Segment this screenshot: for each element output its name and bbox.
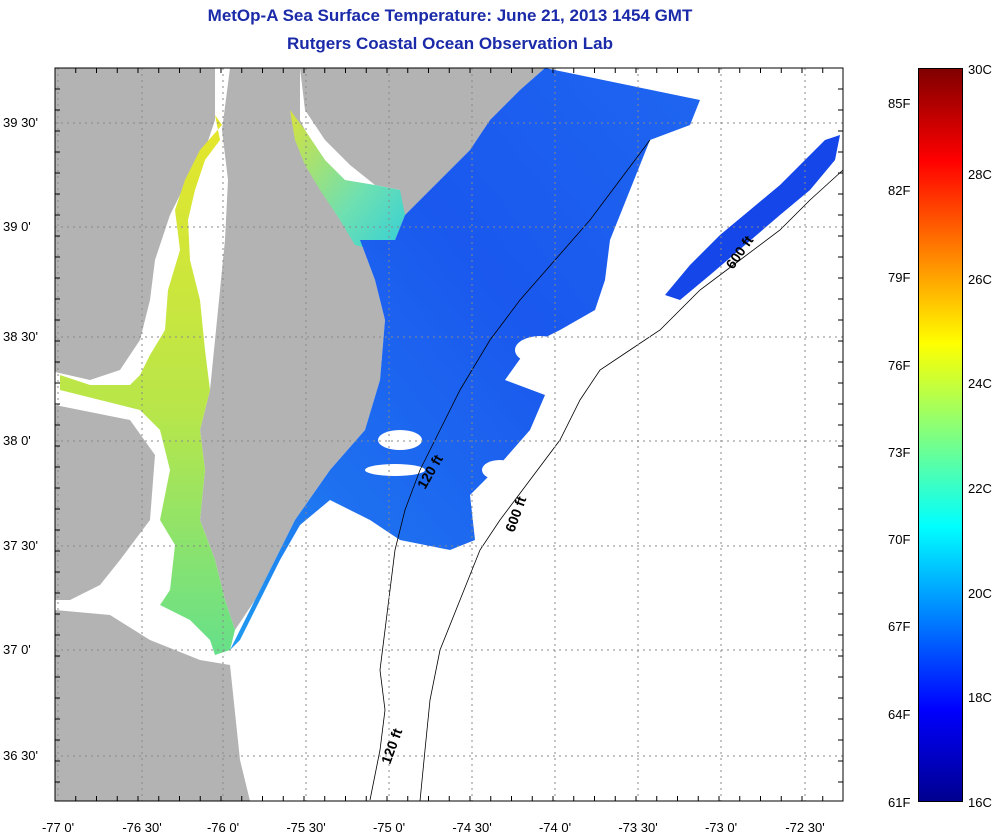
temperature-colorbar (918, 68, 963, 802)
contour-120ft (369, 139, 651, 801)
chesapeake-bay-water (60, 115, 235, 655)
colorbar-f-label: 85F (888, 96, 911, 111)
lat-tick-label: 39 30' (3, 115, 39, 130)
lon-tick-label: -76 30' (122, 820, 162, 835)
land-mass-virginia (55, 405, 155, 600)
contour-600ft (419, 169, 843, 801)
delaware-bay-water (290, 110, 405, 250)
cloud-gap (482, 460, 518, 480)
page-subtitle: Rutgers Coastal Ocean Observation Lab (287, 34, 613, 53)
colorbar-f-label: 79F (888, 270, 911, 285)
lon-tick-label: -75 0' (372, 820, 406, 835)
colorbar-c-label: 30C (968, 62, 992, 77)
land-mass-new-jersey (300, 68, 545, 215)
colorbar-c-label: 16C (968, 795, 992, 810)
graticule (55, 68, 843, 801)
colorbar-c-label: 24C (968, 376, 992, 391)
lon-tick-label: -74 0' (538, 820, 572, 835)
colorbar-f-label: 76F (888, 358, 911, 373)
colorbar-f-label: 64F (888, 707, 911, 722)
cloud-gap (378, 430, 422, 450)
lon-tick-label: -76 0' (206, 820, 240, 835)
lon-tick-label: -72 30' (785, 820, 825, 835)
colorbar-f-label: 70F (888, 532, 911, 547)
offshore-sst-patch (665, 135, 840, 300)
land-mass-western (55, 68, 215, 380)
lon-tick-label: -73 30' (618, 820, 658, 835)
colorbar-f-label: 61F (888, 795, 911, 810)
ocean-sst-data (230, 68, 700, 650)
land-mass-southwest (55, 610, 250, 801)
colorbar-f-label: 82F (888, 183, 911, 198)
colorbar-c-label: 18C (968, 690, 992, 705)
cloud-gap (365, 464, 425, 476)
lon-tick-label: -74 30' (452, 820, 492, 835)
colorbar-c-label: 22C (968, 481, 992, 496)
colorbar-c-label: 28C (968, 167, 992, 182)
lon-tick-label: -77 0' (41, 820, 75, 835)
lat-tick-label: 39 0' (3, 219, 31, 234)
lon-tick-label: -75 30' (286, 820, 326, 835)
lon-tick-label: -73 0' (704, 820, 738, 835)
lat-tick-label: 36 30' (3, 748, 39, 763)
colorbar-f-label: 67F (888, 619, 911, 634)
lat-tick-label: 38 30' (3, 329, 39, 344)
lat-tick-label: 38 0' (3, 433, 31, 448)
lat-tick-label: 37 0' (3, 642, 31, 657)
colorbar-c-label: 26C (968, 272, 992, 287)
lat-tick-label: 37 30' (3, 538, 39, 553)
axis-ticks (54, 67, 843, 801)
colorbar-c-label: 20C (968, 586, 992, 601)
cloud-gap (515, 336, 565, 364)
page-title: MetOp-A Sea Surface Temperature: June 21… (207, 6, 693, 25)
colorbar-f-label: 73F (888, 445, 911, 460)
